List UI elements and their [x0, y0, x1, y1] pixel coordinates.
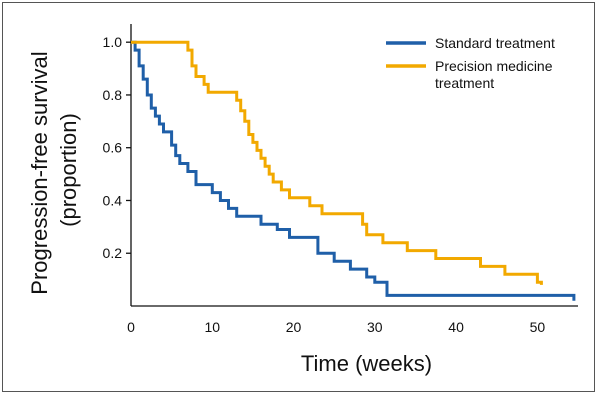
x-tick-label: 40: [448, 319, 464, 335]
axes: [130, 24, 578, 307]
legend-label-0: Standard treatment: [435, 35, 555, 51]
legend-label-1: Precision medicine treatment: [435, 58, 553, 91]
x-axis-title: Time (weeks): [301, 351, 432, 376]
y-axis-title: Progression-free survival (proportion): [27, 45, 81, 294]
y-axis-title-line-2: (proportion): [56, 113, 81, 227]
y-tick-label: 0.6: [103, 140, 123, 156]
x-tick-label: 30: [367, 319, 383, 335]
series-lines: [131, 40, 576, 301]
series-line-1: [131, 40, 543, 285]
legend: Standard treatment Precision medicine trea…: [386, 35, 555, 91]
y-tick-label: 0.4: [103, 192, 123, 208]
x-tick-label: 50: [530, 319, 546, 335]
series-line-0: [131, 40, 576, 301]
x-tick-label: 0: [127, 319, 135, 335]
x-tick-label: 10: [204, 319, 220, 335]
y-axis-title-line-1: Progression-free survival: [27, 51, 52, 294]
y-ticks: 0.2 0.4 0.6 0.8 1.0: [103, 34, 131, 261]
x-tick-label: 20: [286, 319, 302, 335]
y-tick-label: 0.8: [103, 87, 123, 103]
y-tick-label: 0.2: [103, 245, 123, 261]
x-ticks: 0 10 20 30 40 50: [127, 319, 545, 335]
y-tick-label: 1.0: [103, 34, 123, 50]
